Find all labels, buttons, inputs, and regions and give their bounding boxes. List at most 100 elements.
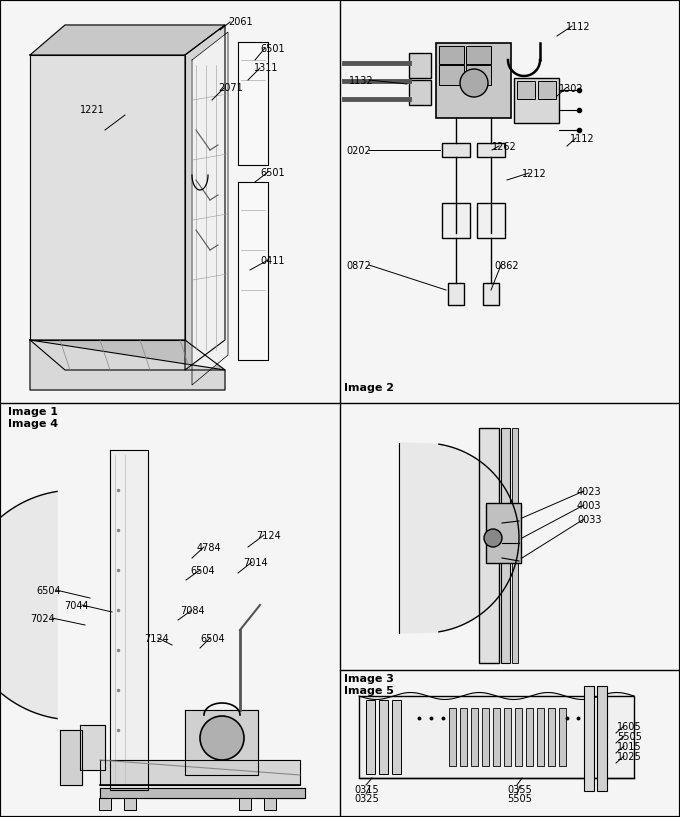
Polygon shape (359, 693, 634, 778)
Text: 2061: 2061 (228, 17, 253, 27)
Bar (493, 708, 500, 766)
Text: 1302: 1302 (559, 84, 583, 94)
Bar (584, 686, 594, 791)
Polygon shape (30, 340, 225, 370)
Bar (264, 798, 276, 810)
Bar (439, 46, 464, 64)
Text: 0872: 0872 (346, 261, 371, 271)
Bar (479, 428, 499, 663)
Text: Image 4: Image 4 (8, 419, 58, 429)
Bar (504, 708, 511, 766)
Text: 1025: 1025 (617, 752, 642, 762)
Bar (379, 700, 388, 774)
Polygon shape (60, 730, 82, 785)
Bar (559, 708, 566, 766)
Bar (477, 143, 505, 157)
Text: 0202: 0202 (346, 146, 371, 156)
Bar (537, 708, 544, 766)
Polygon shape (185, 710, 258, 775)
Polygon shape (192, 32, 228, 385)
Bar (409, 80, 431, 105)
Bar (239, 798, 251, 810)
Bar (548, 708, 555, 766)
Circle shape (200, 716, 244, 760)
Text: 1212: 1212 (522, 169, 547, 179)
Text: 7124: 7124 (144, 634, 169, 644)
Text: 1132: 1132 (349, 76, 373, 86)
Bar (409, 53, 431, 78)
Bar (501, 428, 510, 663)
Polygon shape (0, 491, 57, 719)
Text: 0411: 0411 (260, 256, 284, 266)
Text: 1262: 1262 (492, 142, 517, 152)
Bar (517, 81, 535, 99)
Text: 5505: 5505 (507, 794, 532, 804)
Bar (436, 43, 511, 118)
Polygon shape (238, 182, 268, 360)
Bar (99, 798, 111, 810)
Bar (466, 65, 491, 85)
Polygon shape (238, 42, 268, 165)
Text: 7024: 7024 (30, 614, 55, 624)
Text: Image 5: Image 5 (344, 686, 394, 696)
Polygon shape (100, 788, 305, 798)
Text: 4003: 4003 (577, 501, 602, 511)
Bar (482, 708, 489, 766)
Bar (526, 708, 533, 766)
Bar (442, 203, 470, 238)
Bar (448, 283, 464, 305)
Text: 4023: 4023 (577, 487, 602, 497)
Text: Image 1: Image 1 (8, 407, 58, 417)
Text: 0315: 0315 (354, 785, 379, 795)
Bar (449, 708, 456, 766)
Polygon shape (100, 760, 300, 785)
Text: 0862: 0862 (494, 261, 519, 271)
Text: 6504: 6504 (190, 566, 215, 576)
Text: 0033: 0033 (577, 515, 602, 525)
Polygon shape (30, 55, 185, 340)
Bar (460, 708, 467, 766)
Bar (466, 46, 491, 64)
Text: Image 2: Image 2 (344, 383, 394, 393)
Bar (392, 700, 401, 774)
Text: 0355: 0355 (507, 785, 532, 795)
Polygon shape (30, 340, 225, 390)
Text: 6501: 6501 (260, 168, 285, 178)
Text: 7044: 7044 (64, 601, 88, 611)
Text: 7084: 7084 (180, 606, 205, 616)
Bar (597, 686, 607, 791)
Bar (471, 708, 478, 766)
Bar (514, 78, 559, 123)
Text: 7014: 7014 (243, 558, 268, 568)
Bar (512, 428, 518, 663)
Polygon shape (80, 725, 105, 770)
Text: 1112: 1112 (566, 22, 591, 32)
Bar (486, 503, 521, 563)
Bar (538, 81, 556, 99)
Polygon shape (110, 450, 148, 790)
Text: 2071: 2071 (218, 83, 243, 93)
Circle shape (484, 529, 502, 547)
Bar (124, 798, 136, 810)
Bar (439, 65, 464, 85)
Text: 7124: 7124 (256, 531, 281, 541)
Text: 6504: 6504 (36, 586, 61, 596)
Bar (477, 203, 505, 238)
Text: 1605: 1605 (617, 722, 642, 732)
Bar (366, 700, 375, 774)
Text: 1015: 1015 (617, 742, 642, 752)
Bar (483, 283, 499, 305)
Text: 1311: 1311 (254, 63, 279, 73)
Text: 1112: 1112 (570, 134, 594, 144)
Text: 6504: 6504 (200, 634, 224, 644)
Polygon shape (30, 25, 225, 55)
Text: 5505: 5505 (617, 732, 642, 742)
Text: 0325: 0325 (354, 794, 379, 804)
Bar (515, 708, 522, 766)
Polygon shape (399, 443, 519, 633)
Polygon shape (185, 25, 225, 370)
Text: 4784: 4784 (197, 543, 222, 553)
Bar (442, 143, 470, 157)
Bar (359, 696, 634, 778)
Circle shape (460, 69, 488, 97)
